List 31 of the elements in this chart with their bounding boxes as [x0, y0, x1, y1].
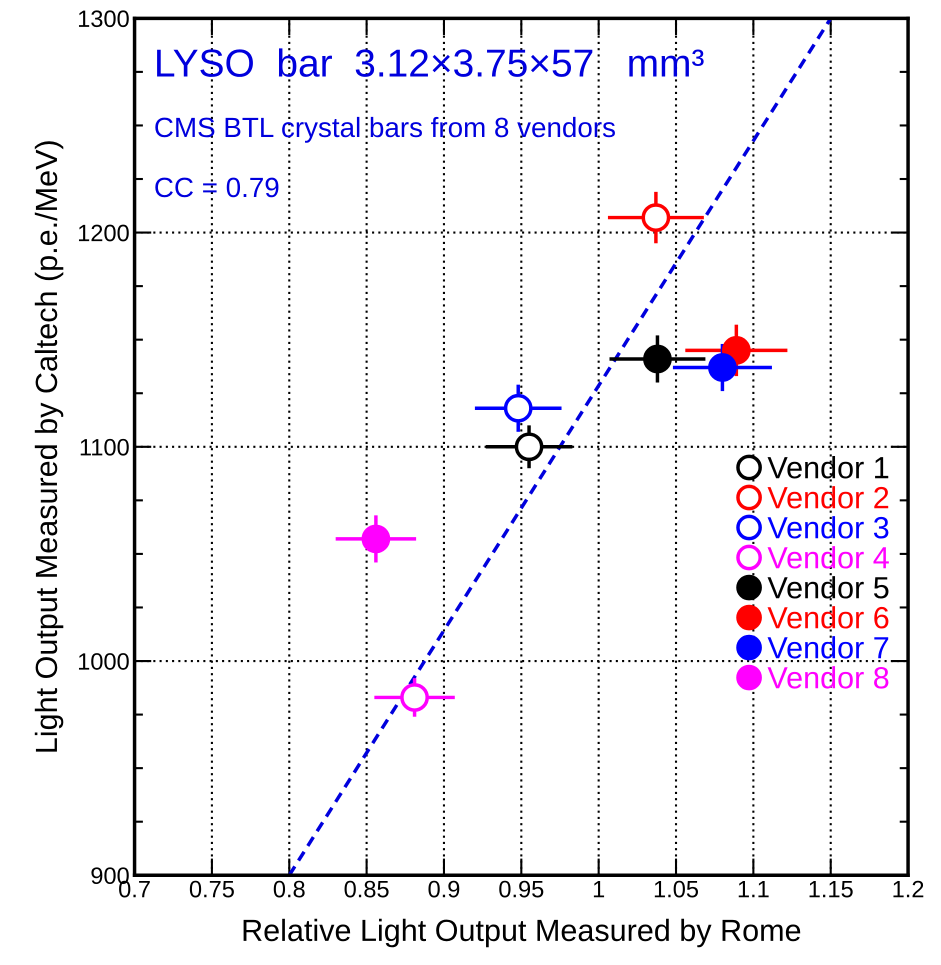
point [400, 683, 429, 712]
x-tick-label: 0.9 [428, 880, 460, 898]
x-tick-label: 1.2 [893, 880, 924, 898]
x-tick-label: 1.1 [738, 880, 769, 898]
x-tick-label: 0.75 [190, 880, 234, 898]
point [642, 203, 670, 232]
legend-label: Vendor 8 [768, 666, 888, 689]
legend-label: Vendor 1 [768, 456, 888, 478]
legend-label: Vendor 5 [768, 576, 888, 599]
y-tick-label: 1300 [78, 10, 129, 28]
annotation: LYSO bar 3.12×3.75×57 mm³ [157, 48, 704, 77]
x-tick-label: 0.95 [499, 880, 544, 898]
x-tick-label: 1 [594, 880, 604, 898]
annotation: CC = 0.79 [155, 178, 278, 198]
point [504, 394, 533, 423]
y-tick-label: 1100 [80, 438, 129, 456]
legend-label: Vendor 2 [768, 486, 888, 509]
x-tick-label: 1.05 [654, 880, 698, 898]
annotation: CMS BTL crystal bars from 8 vendors [155, 116, 615, 143]
legend-label: Vendor 6 [768, 606, 888, 629]
x-tick-label: 0.8 [274, 880, 305, 898]
y-axis-title: Light Output Measured by Caltech (p.e./MeV) [34, 141, 64, 752]
point [514, 432, 544, 462]
legend-label: Vendor 4 [768, 546, 889, 569]
legend-label: Vendor 3 [768, 516, 888, 539]
x-tick-label: 0.85 [344, 880, 389, 898]
y-tick-label: 1200 [78, 224, 129, 242]
legend-label: Vendor 7 [768, 636, 888, 659]
x-axis-title: Relative Light Output Measured by Rome [244, 918, 800, 948]
x-tick-label: 1.15 [810, 880, 853, 898]
y-tick-label: 1000 [78, 653, 129, 670]
